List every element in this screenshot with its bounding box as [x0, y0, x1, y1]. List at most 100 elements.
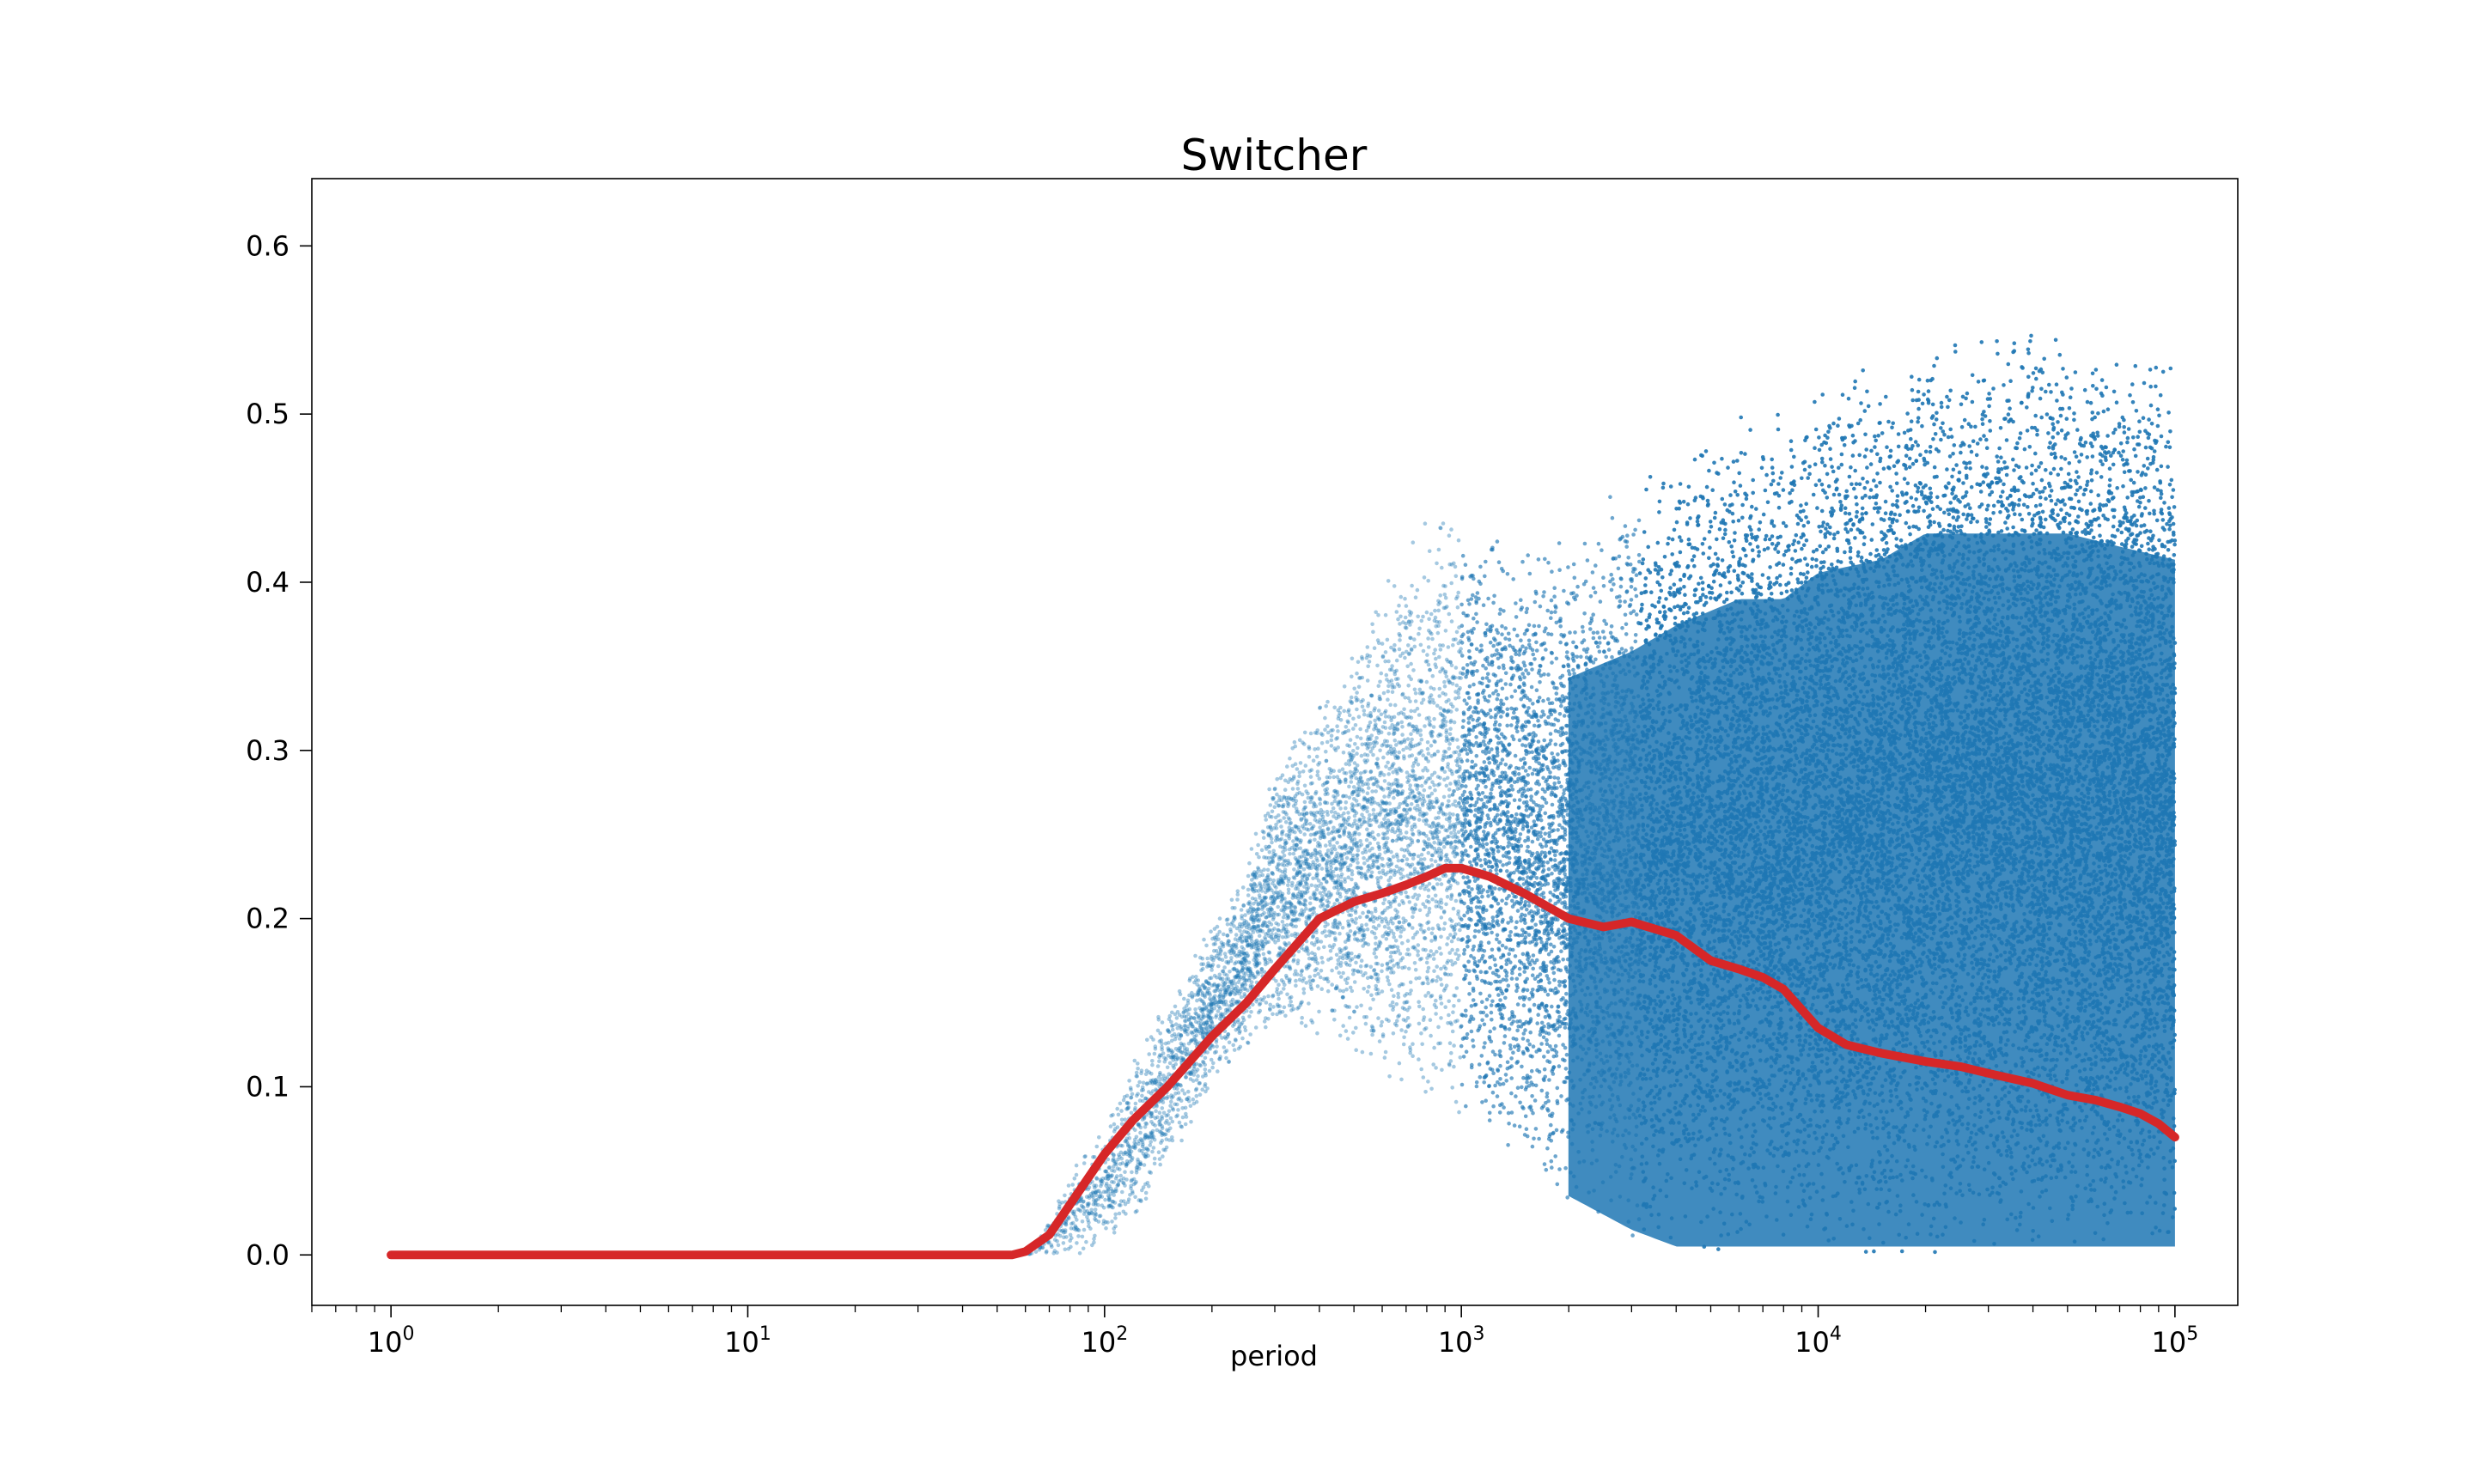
scatter-point	[1278, 876, 1283, 881]
scatter-point	[2147, 547, 2151, 551]
scatter-point	[1383, 709, 1388, 714]
scatter-point	[1237, 1025, 1241, 1031]
scatter-point	[1414, 759, 1418, 763]
scatter-point	[1845, 530, 1850, 534]
scatter-point	[1459, 917, 1464, 921]
scatter-point	[1362, 804, 1366, 809]
scatter-point	[1543, 556, 1547, 562]
scatter-point	[1313, 802, 1317, 806]
scatter-point	[1315, 773, 1319, 778]
scatter-point	[2061, 367, 2065, 371]
scatter-point	[1725, 590, 1729, 595]
scatter-point	[2026, 505, 2030, 509]
scatter-point	[1321, 885, 1326, 890]
scatter-point	[1066, 1215, 1071, 1219]
scatter-point	[1435, 978, 1439, 983]
scatter-point	[1087, 1194, 1092, 1198]
scatter-point	[1156, 1150, 1161, 1154]
scatter-point	[1351, 804, 1356, 808]
scatter-point	[1140, 1140, 1145, 1145]
scatter-point	[1107, 1165, 1112, 1170]
scatter-point	[1396, 617, 1400, 622]
scatter-point	[1449, 897, 1453, 901]
scatter-point	[1916, 505, 1922, 510]
scatter-point	[1365, 645, 1370, 649]
scatter-point	[1588, 594, 1593, 599]
scatter-point	[1498, 1063, 1502, 1068]
scatter-point	[1850, 433, 1855, 438]
scatter-point	[1274, 800, 1278, 806]
scatter-point	[1533, 880, 1537, 885]
scatter-point	[1423, 812, 1427, 817]
scatter-point	[1481, 663, 1485, 668]
scatter-point	[1783, 524, 1788, 528]
scatter-point	[1265, 883, 1271, 887]
scatter-point	[1323, 788, 1327, 793]
scatter-point	[1308, 832, 1313, 837]
scatter-point	[1133, 1195, 1137, 1200]
scatter-point	[1935, 411, 1939, 416]
scatter-point	[1240, 914, 1244, 918]
scatter-point	[1360, 822, 1364, 827]
scatter-point	[1323, 715, 1327, 721]
scatter-point	[2044, 496, 2048, 501]
scatter-point	[1956, 497, 1960, 502]
scatter-point	[1344, 806, 1348, 811]
scatter-point	[1300, 890, 1305, 895]
scatter-point	[1380, 916, 1385, 921]
scatter-point	[1392, 788, 1397, 793]
scatter-point	[1210, 1016, 1214, 1020]
scatter-point	[1366, 833, 1371, 837]
scatter-point	[1117, 1179, 1121, 1183]
scatter-point	[1160, 1133, 1164, 1138]
scatter-point	[1118, 1143, 1123, 1148]
scatter-point	[1132, 1108, 1137, 1112]
scatter-point	[1485, 889, 1490, 894]
scatter-point	[1406, 684, 1411, 688]
scatter-point	[1444, 902, 1448, 907]
scatter-point	[1389, 988, 1394, 992]
scatter-point	[1311, 758, 1316, 763]
scatter-point	[2114, 400, 2119, 405]
scatter-point	[1452, 1004, 1456, 1008]
scatter-point	[1384, 937, 1389, 941]
scatter-point	[1531, 652, 1535, 657]
scatter-point	[1339, 858, 1344, 862]
scatter-point	[1503, 682, 1508, 686]
scatter-point	[1336, 887, 1341, 892]
scatter-point	[1162, 1059, 1167, 1064]
scatter-point	[1289, 796, 1294, 801]
scatter-point	[1557, 541, 1562, 545]
scatter-point	[1244, 966, 1249, 970]
scatter-point	[1167, 1109, 1172, 1114]
scatter-point	[1179, 1138, 1184, 1143]
scatter-point	[1515, 633, 1520, 638]
scatter-point	[1430, 897, 1435, 902]
scatter-point	[1358, 928, 1362, 932]
scatter-point	[2136, 504, 2142, 509]
scatter-point	[1500, 757, 1505, 762]
scatter-point	[2107, 484, 2112, 488]
scatter-point	[2167, 483, 2172, 487]
scatter-point	[1828, 525, 1832, 530]
scatter-point	[1436, 1025, 1441, 1030]
scatter-point	[1331, 861, 1336, 866]
scatter-point	[1157, 1119, 1161, 1124]
scatter-point	[1370, 854, 1374, 859]
scatter-point	[1179, 1041, 1184, 1046]
scatter-point	[1297, 855, 1302, 860]
scatter-point	[1228, 980, 1232, 984]
scatter-point	[2104, 385, 2109, 390]
scatter-point	[1943, 484, 1948, 489]
scatter-point	[1295, 873, 1299, 877]
scatter-point	[1235, 988, 1240, 993]
scatter-point	[1520, 906, 1524, 910]
scatter-point	[1916, 377, 1922, 382]
scatter-point	[1350, 951, 1354, 956]
scatter-point	[1909, 496, 1914, 500]
scatter-point	[1330, 837, 1335, 842]
scatter-point	[1443, 972, 1447, 976]
scatter-point	[1174, 1114, 1179, 1119]
scatter-point	[1380, 920, 1384, 924]
scatter-point	[1375, 663, 1380, 668]
